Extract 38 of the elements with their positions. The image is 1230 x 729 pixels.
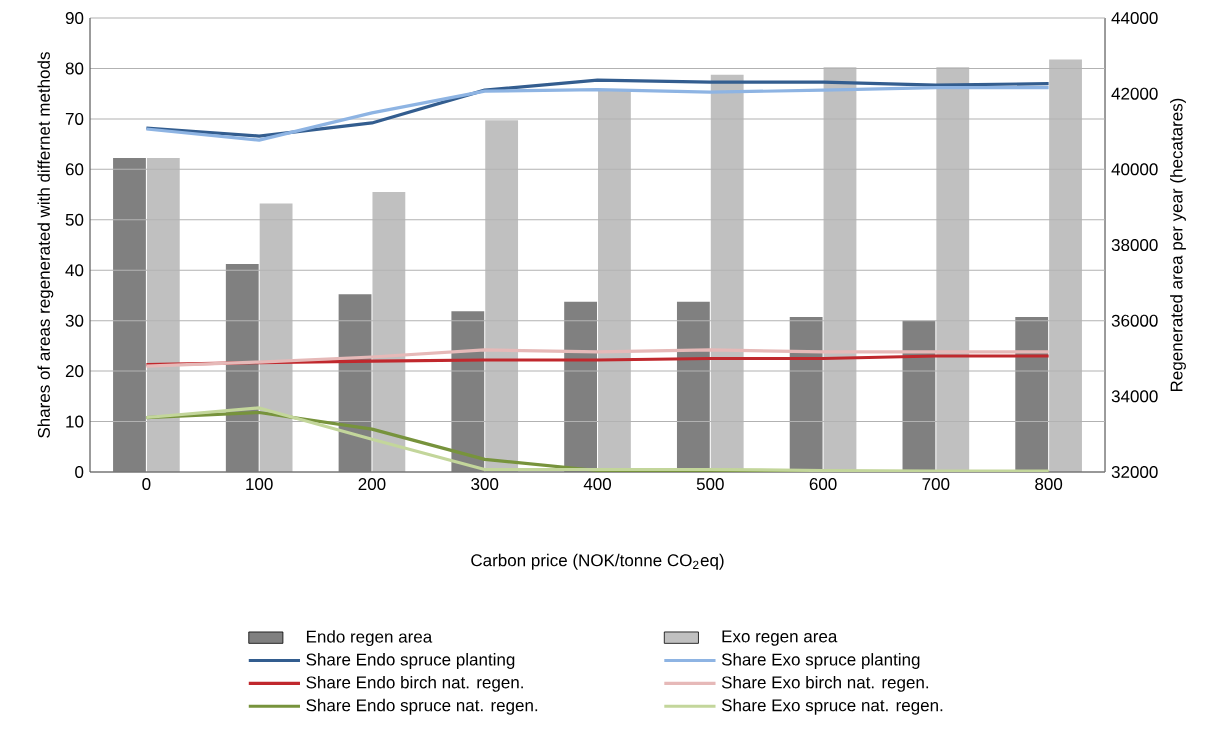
y2-tick-label: 44000 <box>1111 11 1158 25</box>
x-axis-title: Carbon price (NOK/tonne CO$_{2}$eq) <box>471 553 724 570</box>
x-tick-label: 700 <box>922 478 950 491</box>
y-tick-label: 10 <box>66 415 84 428</box>
x-tick-label: 0 <box>142 478 151 491</box>
y2-tick-label: 34000 <box>1111 390 1158 403</box>
y-axis-title: Shares of areas regenerated with differnet methods <box>37 52 54 438</box>
legend-label: Share Endo spruce planting <box>306 653 515 669</box>
legend-label: Endo regen area <box>306 630 433 647</box>
legend-label: Exo regen area <box>722 630 838 646</box>
y-tick-label: 20 <box>65 365 84 378</box>
y2-tick-label: 40000 <box>1111 163 1158 176</box>
legend-label: Share Endo spruce nat. regen. <box>306 698 538 715</box>
y2-tick-label: 38000 <box>1111 238 1158 252</box>
legend-label: Share Exo birch nat. regen. <box>721 675 929 692</box>
x-tick-label: 800 <box>1035 478 1063 491</box>
x-tick-label: 400 <box>583 478 612 491</box>
line-series <box>144 86 1051 142</box>
legend-label: Share Exo spruce planting <box>721 653 920 669</box>
legend-label: Share Endo birch nat. regen. <box>306 675 523 692</box>
y2-tick-label: 36000 <box>1111 314 1158 327</box>
y-tick-label: 0 <box>75 466 84 479</box>
x-tick-label: 300 <box>471 478 499 491</box>
x-tick-label: 500 <box>696 478 724 491</box>
y-tick-label: 50 <box>65 213 84 226</box>
y2-axis-title: Regenerated area per year (hecatares) <box>1170 98 1186 392</box>
y-tick-label: 60 <box>65 163 84 176</box>
y-tick-label: 90 <box>65 12 84 25</box>
y2-tick-label: 42000 <box>1111 87 1158 100</box>
x-tick-label: 200 <box>358 478 386 491</box>
y-tick-label: 80 <box>65 62 84 75</box>
x-tick-label: 600 <box>809 478 837 491</box>
y2-tick-label: 32000 <box>1111 465 1158 479</box>
x-tick-label: 100 <box>246 478 273 491</box>
legend-label: Share Exo spruce nat. regen. <box>721 698 943 715</box>
y-tick-label: 40 <box>65 264 84 277</box>
y-tick-label: 30 <box>65 314 84 327</box>
y-tick-label: 70 <box>65 112 84 125</box>
